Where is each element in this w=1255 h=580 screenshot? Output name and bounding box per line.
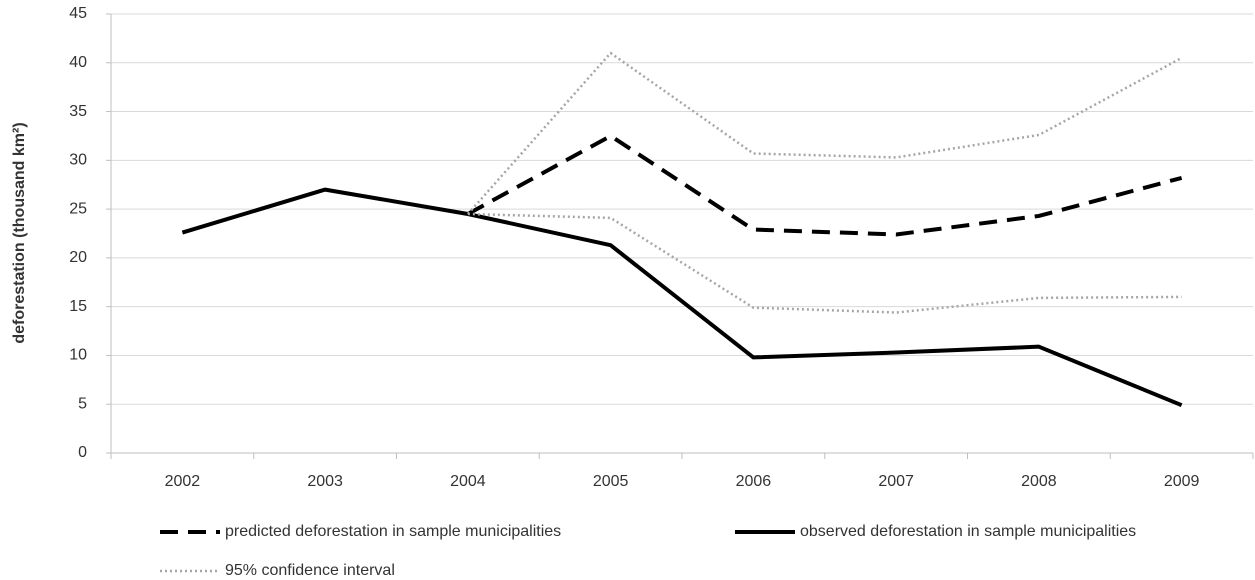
x-tick-label: 2005 bbox=[593, 473, 629, 490]
y-tick-label: 10 bbox=[69, 347, 87, 364]
y-tick-label: 25 bbox=[69, 200, 87, 217]
y-tick-label: 5 bbox=[78, 395, 87, 412]
legend-label: 95% confidence interval bbox=[225, 562, 395, 579]
x-tick-label: 2007 bbox=[878, 473, 914, 490]
y-axis-label: deforestation (thousand km²) bbox=[11, 122, 28, 343]
x-tick-label: 2008 bbox=[1021, 473, 1057, 490]
series-line bbox=[467, 212, 1182, 314]
y-tick-label: 35 bbox=[69, 103, 87, 120]
x-tick-label: 2003 bbox=[307, 473, 343, 490]
legend-label: predicted deforestation in sample munici… bbox=[225, 523, 561, 540]
series-line bbox=[466, 133, 1183, 237]
y-tick-label: 30 bbox=[69, 152, 87, 169]
x-tick-label: 2004 bbox=[450, 473, 486, 490]
y-tick-label: 0 bbox=[78, 444, 87, 461]
x-tick-label: 2009 bbox=[1164, 473, 1200, 490]
x-tick-label: 2002 bbox=[165, 473, 201, 490]
series-line bbox=[181, 187, 1183, 408]
x-tick-label: 2006 bbox=[736, 473, 772, 490]
y-tick-label: 45 bbox=[69, 5, 87, 22]
y-tick-label: 15 bbox=[69, 298, 87, 315]
legend-label: observed deforestation in sample municip… bbox=[800, 523, 1136, 540]
series-line bbox=[466, 51, 1183, 215]
y-tick-label: 40 bbox=[69, 54, 87, 71]
y-tick-label: 20 bbox=[69, 249, 87, 266]
